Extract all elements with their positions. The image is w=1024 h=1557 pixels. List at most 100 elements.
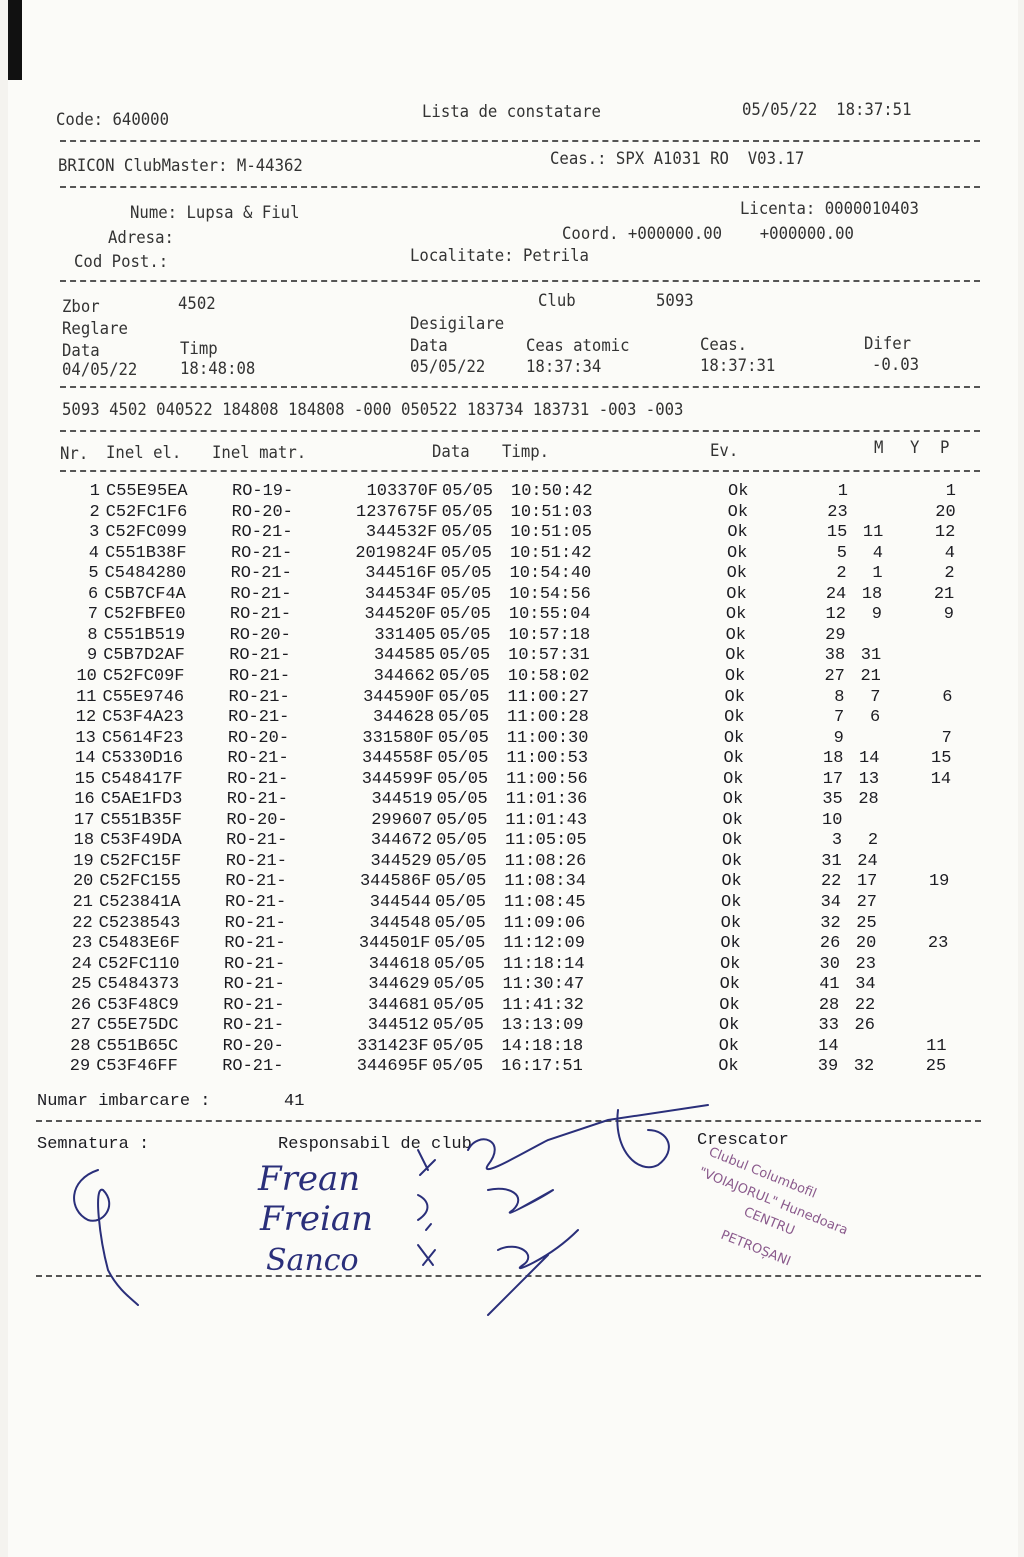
row-inel-el: C52FC155 [99, 872, 181, 892]
row-time: 10:51:05 [510, 523, 592, 543]
table-row: 21 C523841A RO-21- 344544 05/05 11:08:45 Ok 34 2… [1, 893, 1001, 914]
row-inel-el: C53F49DA [100, 831, 182, 851]
document-title: Lista de constatare [422, 102, 601, 122]
table-row: 29 C53F46FF RO-21- 344695F 05/05 16:17:51 Ok 39… [0, 1057, 998, 1078]
coordinates: Coord. +000000.00 +000000.00 [562, 224, 854, 244]
row-event: Ok [719, 975, 741, 995]
row-inel-prefix: RO-21- [223, 954, 286, 974]
row-inel-el: C53F46FF [96, 1057, 178, 1077]
row-event: Ok [718, 1016, 740, 1036]
initials [417, 1194, 432, 1231]
row-date: 05/05 [437, 749, 489, 769]
row-y: 9 [871, 605, 882, 625]
row-inel-el: C53F48C9 [97, 995, 179, 1015]
row-m: 30 [819, 954, 840, 974]
row-m: 8 [834, 687, 845, 707]
table-row: 17 C551B35F RO-20- 299607 05/05 11:01:43 Ok 10 [2, 811, 1002, 832]
row-m: 23 [827, 502, 848, 522]
row-time: 10:50:42 [511, 482, 593, 501]
row-event: Ok [727, 523, 748, 543]
row-time: 11:30:47 [502, 975, 585, 995]
row-inel-el: C55E95EA [106, 482, 188, 501]
row-date: 05/05 [433, 995, 485, 1015]
row-p: 21 [933, 584, 955, 604]
row-nr: 26 [70, 995, 92, 1015]
row-p: 9 [943, 605, 954, 625]
row-inel-el: C551B65C [96, 1036, 179, 1056]
table-row: 6 C5B7CF4A RO-21- 344534F 05/05 10:54:56 Ok 24 1… [6, 585, 1006, 606]
row-time: 11:09:06 [503, 913, 586, 933]
row-inel-prefix: RO-21- [224, 934, 286, 954]
table-row: 5 C5484280 RO-21- 344516F 05/05 10:54:40 Ok 2 1 2 [7, 564, 1007, 585]
row-inel-el: C52FBFE0 [103, 605, 186, 625]
row-inel-prefix: RO-21- [225, 872, 287, 892]
row-date: 05/05 [436, 831, 488, 851]
row-date: 05/05 [439, 646, 491, 666]
row-inel-prefix: RO-21- [222, 1016, 285, 1036]
row-event: Ok [721, 872, 742, 892]
print-datetime: 05/05/22 18:37:51 [742, 100, 912, 120]
row-y: 25 [856, 913, 877, 933]
row-date: 05/05 [440, 584, 492, 604]
row-inel-prefix: RO-21- [230, 543, 293, 563]
row-time: 11:00:30 [506, 728, 589, 748]
row-nr: 29 [69, 1057, 91, 1077]
row-y: 6 [869, 708, 881, 728]
row-event: Ok [720, 934, 741, 954]
signature-stroke [73, 1169, 139, 1306]
locality: Localitate: Petrila [410, 246, 589, 266]
zbor-value: 4502 [178, 294, 216, 314]
row-inel-matr: 331580F [362, 728, 434, 748]
row-nr: 16 [74, 790, 95, 810]
row-m: 5 [836, 543, 847, 563]
row-event: Ok [725, 625, 746, 645]
row-m: 12 [825, 605, 846, 625]
row-time: 10:57:31 [508, 646, 590, 666]
reglare-timp-label: Timp [180, 339, 218, 359]
row-inel-prefix: RO-21- [227, 749, 289, 769]
row-date: 05/05 [438, 687, 490, 707]
row-m: 1 [837, 482, 848, 501]
row-event: Ok [723, 749, 744, 769]
row-date: 05/05 [438, 666, 490, 686]
row-inel-matr: 331423F [357, 1036, 429, 1056]
row-m: 15 [826, 523, 848, 543]
row-p: 4 [944, 543, 955, 563]
row-inel-matr: 344618 [368, 954, 430, 974]
row-inel-matr: 2019824F [355, 543, 437, 563]
row-inel-matr: 344628 [372, 708, 435, 728]
divider [60, 386, 980, 388]
row-inel-el: C551B35F [100, 810, 183, 830]
divider [60, 140, 980, 142]
row-date: 05/05 [434, 913, 486, 933]
row-nr: 25 [71, 975, 92, 995]
row-inel-prefix: RO-21- [225, 851, 287, 871]
row-y: 2 [867, 831, 879, 851]
row-m: 10 [822, 810, 843, 830]
row-time: 11:08:26 [504, 851, 587, 871]
row-y: 34 [855, 975, 876, 995]
row-inel-el: C5B7CF4A [104, 584, 186, 604]
table-row: 7 C52FBFE0 RO-21- 344520F 05/05 10:55:04 Ok 12 9… [6, 605, 1006, 626]
divider [60, 280, 980, 282]
row-inel-prefix: RO-20- [222, 1036, 284, 1056]
row-m: 32 [820, 913, 841, 933]
row-m: 41 [819, 975, 840, 995]
row-event: Ok [728, 482, 749, 501]
row-inel-prefix: RO-21- [228, 666, 291, 686]
row-p: 19 [928, 872, 950, 892]
row-inel-matr: 344590F [363, 687, 435, 707]
table-row: 16 C5AE1FD3 RO-21- 344519 05/05 11:01:36 Ok 35 2… [3, 790, 1003, 811]
row-inel-matr: 344544 [369, 893, 431, 912]
row-event: Ok [727, 502, 749, 522]
clock-id: Ceas.: SPX A1031 RO V03.17 [550, 149, 805, 169]
row-date: 05/05 [433, 954, 485, 974]
row-date: 05/05 [437, 728, 489, 748]
row-p: 1 [945, 482, 956, 501]
row-m: 14 [818, 1036, 839, 1056]
row-event: Ok [725, 605, 747, 625]
row-y: 31 [860, 646, 882, 666]
table-row: 19 C52FC15F RO-21- 344529 05/05 11:08:26 Ok 31 2… [2, 852, 1002, 873]
row-inel-el: C5AE1FD3 [100, 790, 183, 810]
row-p: 20 [935, 502, 956, 522]
